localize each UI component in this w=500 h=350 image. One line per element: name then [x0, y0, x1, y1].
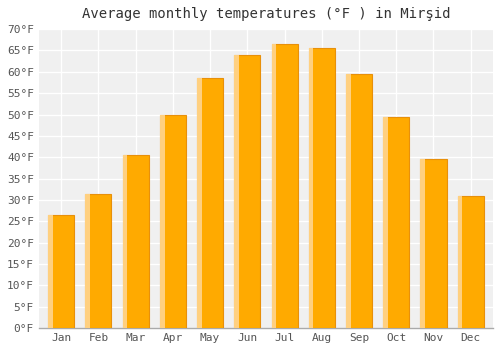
Bar [197, 78, 202, 328]
Title: Average monthly temperatures (°F ) in Mirşid: Average monthly temperatures (°F ) in Mi… [82, 7, 450, 21]
Bar [160, 114, 186, 328]
Bar [346, 74, 350, 328]
Bar [160, 114, 164, 328]
Bar [383, 117, 388, 328]
Bar [458, 196, 483, 328]
Bar [48, 215, 74, 328]
Bar [86, 194, 90, 328]
Bar [346, 74, 372, 328]
Bar [272, 44, 297, 328]
Bar [122, 155, 128, 328]
Bar [234, 55, 260, 328]
Bar [420, 159, 446, 328]
Bar [122, 155, 148, 328]
Bar [308, 48, 314, 328]
Bar [234, 55, 239, 328]
Bar [197, 78, 223, 328]
Bar [48, 215, 53, 328]
Bar [308, 48, 335, 328]
Bar [272, 44, 276, 328]
Bar [86, 194, 112, 328]
Bar [458, 196, 462, 328]
Bar [383, 117, 409, 328]
Bar [420, 159, 425, 328]
